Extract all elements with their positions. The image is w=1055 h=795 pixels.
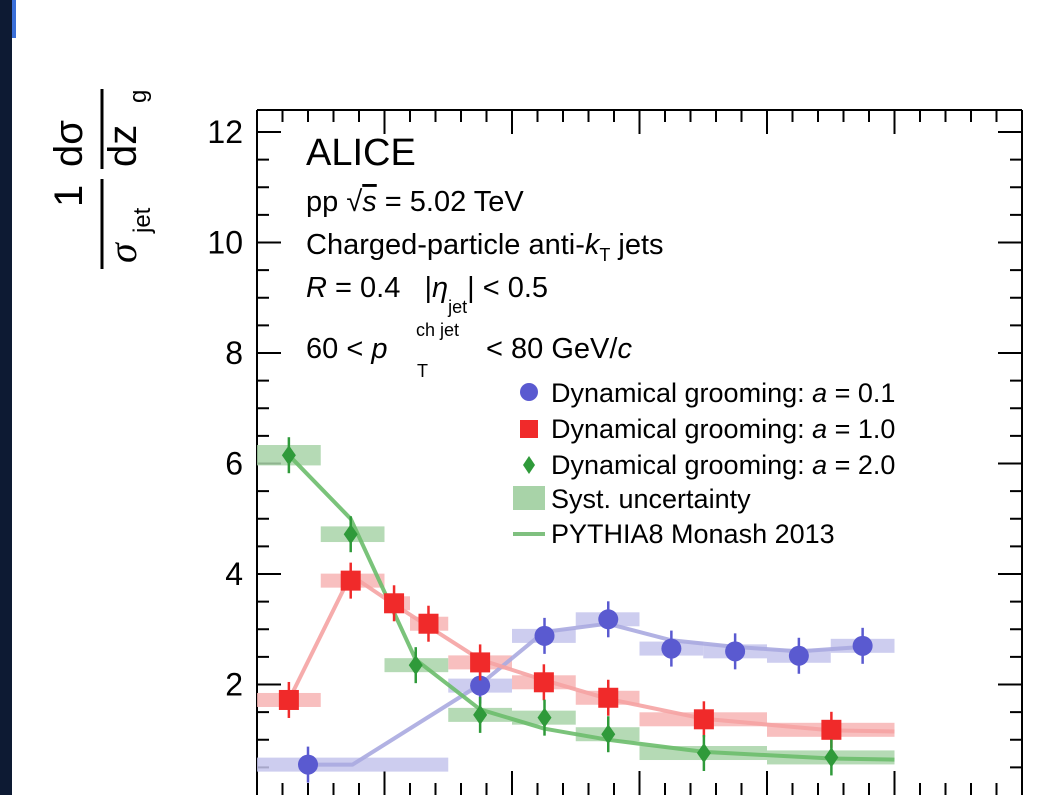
series-square-point [278,689,299,710]
energy-label-pre: pp [306,186,346,218]
series-circle-point [470,675,491,696]
series-circle-point [852,635,873,656]
series-circle-point [598,609,619,630]
y-label-den-sub: jet [129,207,156,234]
y-label-den2-sub: g [125,90,152,103]
axes [256,109,1023,795]
experiment-label: ALICE [306,132,416,174]
legend-entry-4: Syst. uncertainty [551,484,751,514]
series-diamond-point [696,743,711,764]
legend-marker-syst [513,486,545,510]
series-diamond-point [537,707,552,728]
radius-label-r: R [306,272,327,304]
series-square-point [340,570,361,591]
series-square-point [693,709,714,730]
energy-label-s: s [362,186,377,218]
y-tick-label: 12 [207,114,243,150]
series-diamond-point [343,524,358,545]
radius-label-eta: η [432,272,448,304]
radius-label-mid: = 0.4 | [327,272,432,304]
pt-range-pre: 60 < [306,333,371,365]
legend-entry-3-post: = 2.0 [827,450,895,480]
y-tick-label: 8 [225,335,243,371]
jets-label: Charged-particle anti-kT jets [306,229,664,265]
series-square-point [418,613,439,634]
radius-label-post: | < 0.5 [467,272,548,304]
series-circle-point [534,625,555,646]
jets-label-pre: Charged-particle anti- [306,229,585,261]
plot-content [257,437,895,783]
legend-entry-3-pre: Dynamical grooming: [551,450,812,480]
jets-label-k: k [585,229,601,261]
y-label-den2: dz [101,125,145,167]
legend-entry-2-var: a [812,414,827,444]
series-circle-point [661,638,682,659]
legend-entry-2: Dynamical grooming: a = 1.0 [551,414,895,444]
series-square-point [598,687,619,708]
y-tick-label: 10 [207,225,243,261]
jets-label-sub: T [599,245,610,265]
energy-label: pp √s = 5.02 TeV [306,186,524,218]
series-square-point [533,672,554,693]
y-label-num2: dσ [47,120,91,167]
pt-range-sub: T [417,361,428,381]
series-diamond-point [473,704,488,725]
legend-entry-1: Dynamical grooming: a = 0.1 [551,378,895,408]
series-circle-point [788,645,809,666]
y-label-num1: 1 [47,185,91,207]
pt-range-sup: ch jet [416,320,459,340]
y-tick-labels: 2 4 6 8 10 12 [207,114,243,703]
legend-entry-1-var: a [812,378,827,408]
series-diamond-point [408,655,423,676]
legend-entry-5: PYTHIA8 Monash 2013 [551,519,835,549]
legend-entry-3-var: a [812,450,827,480]
pt-range-p: p [370,333,387,365]
series-square-point [821,719,842,740]
legend-entry-2-post: = 1.0 [827,414,895,444]
series-diamond-point [824,747,839,768]
series-square-point [384,593,405,614]
legend-entry-1-pre: Dynamical grooming: [551,378,812,408]
y-label-den-sigma: σ [100,242,145,263]
series-circle-point [725,641,746,662]
legend: Dynamical grooming: a = 0.1 Dynamical gr… [513,378,895,549]
plot-area [257,437,895,783]
series-square-point [470,652,491,673]
radius-label-sub: jet [447,297,467,317]
legend-entry-2-pre: Dynamical grooming: [551,414,812,444]
radius-label: R = 0.4 |ηjet| < 0.5 [306,272,548,317]
legend-entry-3: Dynamical grooming: a = 2.0 [551,450,895,480]
legend-marker-diamond [523,456,535,474]
series-diamond-point [281,445,296,466]
pt-range-label: 60 < p [306,333,387,365]
legend-entry-1-post: = 0.1 [827,378,895,408]
pt-range-c: c [617,333,632,365]
series-square-model-line [287,573,895,734]
y-tick-label: 4 [225,556,243,592]
window-edge-accent [12,0,16,38]
y-tick-label: 6 [225,446,243,482]
y-axis-label: 1 σ jet dσ dz g [47,89,156,269]
annotations: ALICE pp √s = 5.02 TeV Charged-particle … [306,132,664,381]
pt-range-post-text: < 80 GeV/ [478,333,618,365]
energy-label-sqrt: √ [346,186,362,218]
legend-marker-circle [520,383,538,401]
series-circle-point [298,754,318,775]
series-diamond-point [601,724,616,745]
jets-label-post: jets [610,229,663,261]
pt-range-post: < 80 GeV/c [478,333,632,365]
legend-marker-square [520,420,538,438]
window-edge [0,0,12,795]
y-tick-label: 2 [225,667,243,703]
energy-label-post: = 5.02 TeV [377,186,525,218]
